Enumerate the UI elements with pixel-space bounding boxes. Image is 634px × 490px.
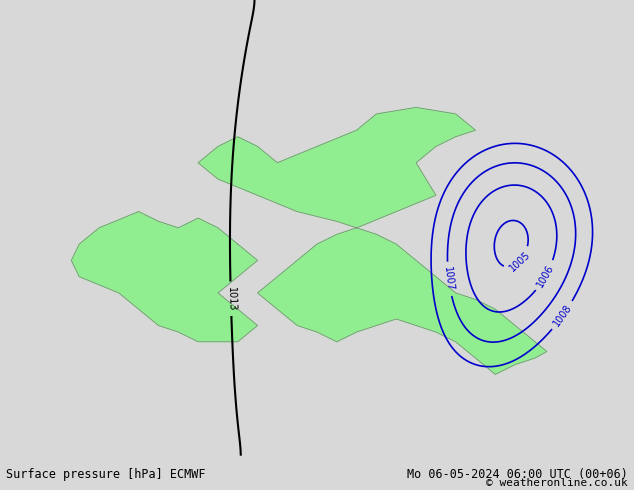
Text: 1008: 1008 [552,303,574,328]
Text: Mo 06-05-2024 06:00 UTC (00+06): Mo 06-05-2024 06:00 UTC (00+06) [407,467,628,481]
Text: 1005: 1005 [507,249,532,273]
Text: © weatheronline.co.uk: © weatheronline.co.uk [486,478,628,488]
Text: 1007: 1007 [443,266,455,292]
Text: 1006: 1006 [535,263,556,289]
Text: 1013: 1013 [226,286,236,311]
Polygon shape [72,212,257,342]
Text: Surface pressure [hPa] ECMWF: Surface pressure [hPa] ECMWF [6,467,206,481]
Polygon shape [198,107,476,228]
Polygon shape [257,228,547,374]
